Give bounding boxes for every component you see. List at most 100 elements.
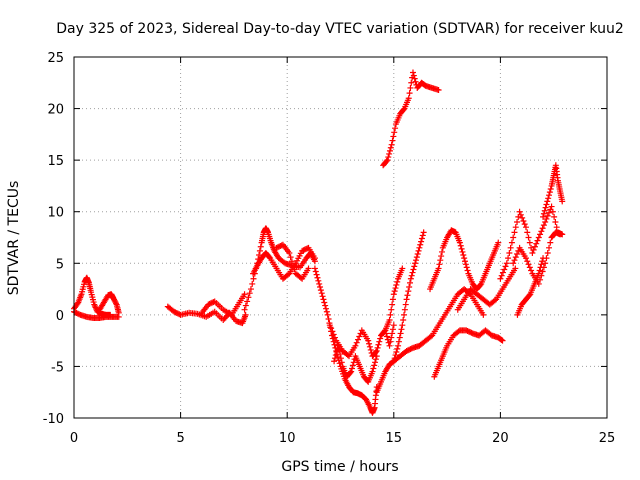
data-point <box>247 286 254 293</box>
data-point <box>356 333 363 340</box>
data-point <box>315 277 322 284</box>
data-point <box>408 272 415 279</box>
series-seg-k <box>540 162 566 220</box>
data-point <box>392 285 399 292</box>
data-point <box>551 213 558 220</box>
data-point <box>318 290 325 297</box>
data-point <box>503 260 510 267</box>
data-point <box>371 362 378 369</box>
data-point <box>330 331 337 338</box>
data-point <box>256 247 263 254</box>
data-point <box>287 254 294 261</box>
data-point <box>332 352 339 359</box>
data-point <box>390 291 397 298</box>
data-point <box>511 257 518 264</box>
data-point <box>438 248 445 255</box>
data-point <box>546 209 553 216</box>
data-point <box>328 325 335 332</box>
data-point <box>395 338 402 345</box>
data-point <box>290 262 297 269</box>
data-point <box>369 368 376 375</box>
series-seg-c3 <box>273 241 312 282</box>
data-point <box>535 270 542 277</box>
data-point <box>404 292 411 299</box>
data-point <box>365 337 372 344</box>
data-point <box>353 339 360 346</box>
data-point <box>375 341 382 348</box>
data-point <box>405 95 412 102</box>
data-point <box>388 141 395 148</box>
data-point <box>393 348 400 355</box>
data-point <box>505 255 512 262</box>
data-point <box>537 231 544 238</box>
data-point <box>506 249 513 256</box>
series-seg-e2 <box>382 265 406 334</box>
data-point <box>389 330 396 337</box>
data-point <box>524 229 531 236</box>
data-point <box>384 157 391 164</box>
data-point <box>349 365 356 372</box>
data-point <box>246 290 253 297</box>
data-point <box>366 340 373 347</box>
data-point <box>536 267 543 274</box>
data-point <box>464 267 471 274</box>
data-point <box>531 243 538 250</box>
data-point <box>411 75 418 82</box>
x-tick-label: 10 <box>279 431 296 446</box>
data-point <box>387 338 394 345</box>
data-point <box>462 258 469 265</box>
x-tick-label: 25 <box>599 431 616 446</box>
data-point <box>305 265 312 272</box>
data-point <box>522 224 529 231</box>
plot-frame <box>73 56 608 419</box>
data-point <box>510 234 517 241</box>
data-point <box>530 246 537 253</box>
data-point <box>394 278 401 285</box>
data-point <box>383 330 390 337</box>
chart-title: Day 325 of 2023, Sidereal Day-to-day VTE… <box>56 21 624 37</box>
data-point <box>522 255 529 262</box>
y-axis-label: SDTVAR / TECUs <box>6 181 22 296</box>
data-point <box>244 298 251 305</box>
data-point <box>507 244 514 251</box>
data-point <box>285 271 292 278</box>
data-point <box>410 266 417 273</box>
data-point <box>257 243 264 250</box>
data-point <box>546 244 553 251</box>
data-point <box>401 306 408 313</box>
data-point <box>457 242 464 249</box>
data-point <box>552 219 559 226</box>
data-point <box>317 287 324 294</box>
data-point <box>354 336 361 343</box>
y-tick-label: 0 <box>56 309 64 324</box>
data-point <box>535 234 542 241</box>
data-point <box>337 355 344 362</box>
data-point <box>401 311 408 318</box>
series-seg-b2 <box>198 291 248 318</box>
data-point <box>512 265 519 272</box>
data-point <box>460 252 467 259</box>
data-point <box>386 150 393 157</box>
data-point <box>373 353 380 360</box>
data-point <box>319 293 326 300</box>
data-point <box>400 317 407 324</box>
data-point <box>245 294 252 301</box>
data-point <box>544 249 551 256</box>
data-point <box>250 275 257 282</box>
x-axis-label: GPS time / hours <box>281 459 398 475</box>
data-point <box>418 235 425 242</box>
data-point <box>374 344 381 351</box>
data-point <box>418 238 425 245</box>
data-point <box>526 239 533 246</box>
data-point <box>392 125 399 132</box>
data-point <box>462 261 469 268</box>
data-point <box>385 154 392 161</box>
data-point <box>314 274 321 281</box>
y-tick-label: 5 <box>56 257 64 272</box>
data-point <box>312 268 319 275</box>
data-point <box>389 326 396 333</box>
data-point <box>516 208 523 215</box>
data-point <box>331 355 338 362</box>
data-point <box>389 301 396 308</box>
data-point <box>542 219 549 226</box>
